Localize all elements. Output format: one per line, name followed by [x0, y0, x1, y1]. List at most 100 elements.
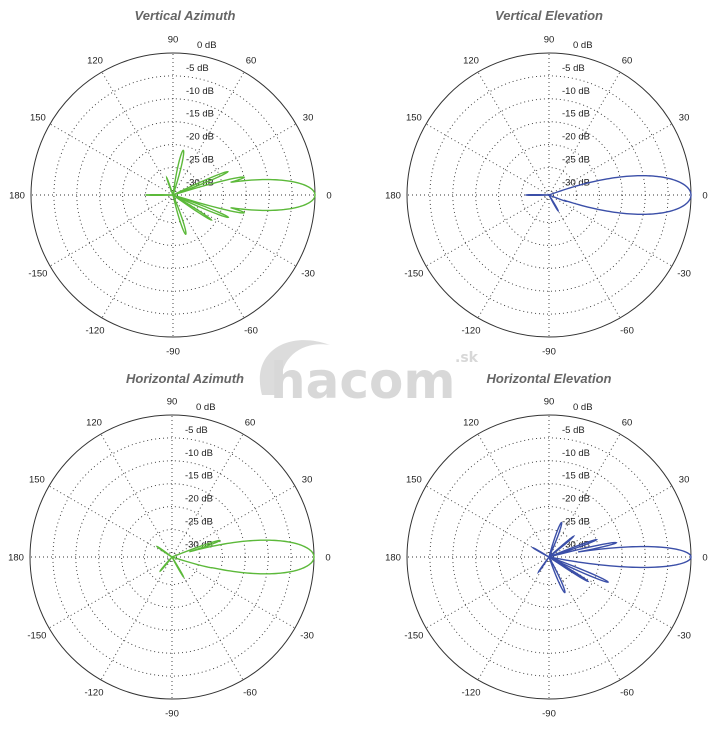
- angle-tick-label: 90: [168, 35, 179, 46]
- radial-tick-label: -20 dB: [186, 132, 214, 143]
- polar-plot-1: Vertical Azimuth 0 dB -5 dB -10 dB -15 dB -20…: [9, 8, 332, 358]
- angle-tick-label: -90: [542, 347, 556, 358]
- angle-tick-label: -90: [166, 347, 180, 358]
- angle-tick-label: 150: [406, 113, 422, 124]
- angle-tick-label: -60: [244, 326, 258, 337]
- grid-spoke: [425, 194, 550, 267]
- grid-ring: [475, 483, 623, 631]
- radial-tick-label: -5 dB: [562, 63, 585, 74]
- angle-tick-label: -60: [243, 688, 257, 699]
- angle-tick-label: -60: [620, 688, 634, 699]
- radial-tick-label: -15 dB: [185, 471, 213, 482]
- angle-tick-label: 90: [544, 35, 555, 46]
- angle-tick-label: 0: [326, 191, 331, 202]
- angle-tick-label: 150: [29, 475, 45, 486]
- watermark-logo-text: hacom: [270, 352, 455, 410]
- grid-spoke: [425, 556, 550, 629]
- angle-tick-label: 60: [246, 55, 257, 66]
- angle-tick-label: 60: [622, 417, 633, 428]
- angle-tick-label: 180: [8, 553, 24, 564]
- hacom-watermark-logo: hacom .sk: [259, 340, 479, 410]
- angle-tick-label: 180: [385, 553, 401, 564]
- angle-tick-label: 120: [86, 417, 102, 428]
- radial-tick-label: -15 dB: [562, 109, 590, 120]
- watermark-suffix: .sk: [455, 350, 479, 366]
- radiation-pattern-curve: [524, 174, 692, 216]
- radial-tick-label: -5 dB: [562, 425, 585, 436]
- radial-tick-label: -20 dB: [562, 132, 590, 143]
- radial-tick-label: -10 dB: [185, 448, 213, 459]
- grid-ring: [498, 144, 600, 246]
- grid-ring: [521, 529, 577, 585]
- grid-ring: [429, 437, 669, 677]
- angle-tick-label: 120: [463, 417, 479, 428]
- angle-tick-label: -90: [165, 709, 179, 720]
- polar-plot-4: Horizontal Elevation 0 dB -5 dB -10 dB -15 d…: [385, 371, 708, 720]
- grid-ring: [52, 437, 292, 677]
- grid-ring: [145, 167, 201, 223]
- angle-tick-label: -120: [85, 326, 104, 337]
- grid-spoke: [172, 194, 245, 319]
- angle-tick-label: -120: [84, 688, 103, 699]
- grid-spoke: [425, 123, 550, 196]
- angle-tick-label: -150: [28, 269, 47, 280]
- grid-spoke: [477, 433, 550, 558]
- radial-tick-label: -5 dB: [186, 63, 209, 74]
- angle-tick-label: 60: [245, 417, 256, 428]
- grid-ring: [144, 529, 200, 585]
- grid-ring: [498, 506, 600, 608]
- radial-tick-label: -20 dB: [185, 494, 213, 505]
- radial-tick-label: -20 dB: [562, 494, 590, 505]
- radial-tick-label: 0 dB: [573, 40, 593, 51]
- polar-plot-2: Vertical Elevation 0 dB -5 dB -10 dB -15 dB -…: [385, 8, 708, 358]
- angle-tick-label: 30: [302, 475, 313, 486]
- angle-tick-label: -90: [542, 709, 556, 720]
- angle-tick-label: 150: [406, 475, 422, 486]
- grid-spoke: [477, 194, 550, 319]
- plot-title: Vertical Elevation: [495, 8, 603, 23]
- angle-tick-label: -30: [677, 269, 691, 280]
- angle-tick-label: -150: [404, 631, 423, 642]
- radial-tick-label: -25 dB: [185, 517, 213, 528]
- angle-tick-label: 30: [679, 113, 690, 124]
- grid-ring: [53, 75, 293, 315]
- grid-spoke: [48, 556, 173, 629]
- grid-spoke: [477, 556, 550, 681]
- angle-tick-label: 0: [325, 553, 330, 564]
- grid-spoke: [48, 485, 173, 558]
- plot-title: Vertical Azimuth: [135, 8, 236, 23]
- grid-spoke: [101, 194, 174, 319]
- angle-tick-label: 120: [87, 55, 103, 66]
- angle-tick-label: 0: [702, 191, 707, 202]
- grid-ring: [122, 144, 224, 246]
- grid-spoke: [425, 485, 550, 558]
- watermark-swoosh-icon: [259, 340, 330, 395]
- grid-ring: [429, 75, 669, 315]
- grid-ring: [475, 121, 623, 269]
- angle-tick-label: -30: [300, 631, 314, 642]
- angle-tick-label: -150: [404, 269, 423, 280]
- radial-tick-label: -15 dB: [186, 109, 214, 120]
- radial-tick-label: 0 dB: [196, 402, 216, 413]
- grid-ring: [121, 506, 223, 608]
- angle-tick-label: -120: [461, 688, 480, 699]
- grid-spoke: [548, 194, 621, 319]
- radial-tick-label: -30 dB: [185, 539, 213, 550]
- angle-tick-label: -60: [620, 326, 634, 337]
- angle-tick-label: 60: [622, 55, 633, 66]
- angle-tick-label: 120: [463, 55, 479, 66]
- grid-spoke: [477, 71, 550, 196]
- radial-tick-label: -25 dB: [186, 155, 214, 166]
- grid-spoke: [100, 556, 173, 681]
- grid-spoke: [101, 71, 174, 196]
- grid-spoke: [548, 194, 673, 267]
- angle-tick-label: 180: [385, 191, 401, 202]
- angle-tick-label: -150: [27, 631, 46, 642]
- radial-tick-label: -5 dB: [185, 425, 208, 436]
- angle-tick-label: -120: [461, 326, 480, 337]
- angle-tick-label: 90: [167, 397, 178, 408]
- radial-tick-label: -10 dB: [562, 86, 590, 97]
- grid-ring: [98, 483, 246, 631]
- radial-tick-label: -10 dB: [562, 448, 590, 459]
